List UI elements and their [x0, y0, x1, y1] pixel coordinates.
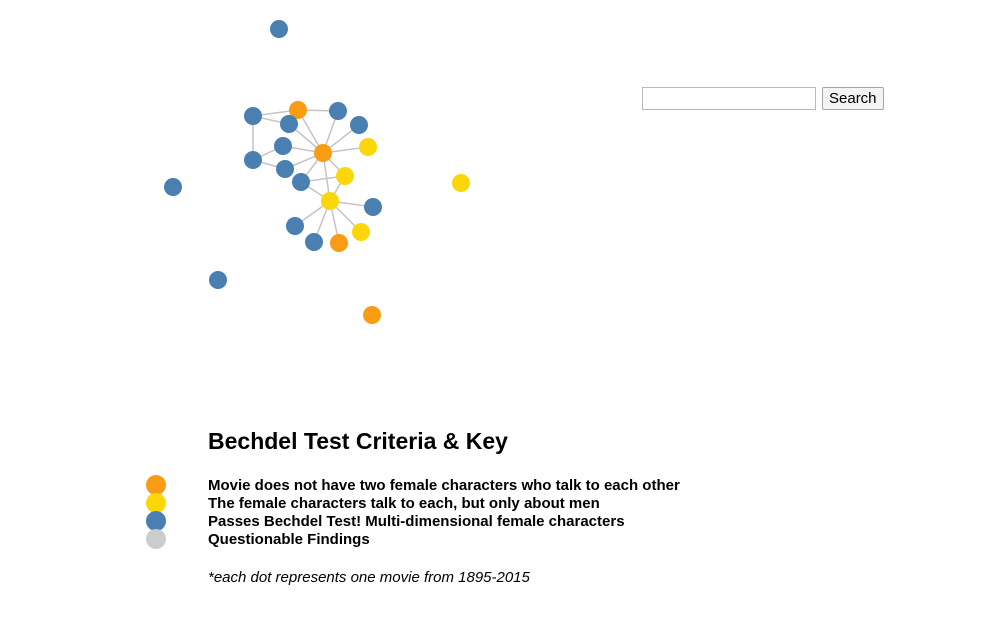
movie-node[interactable] [452, 174, 470, 192]
search-input[interactable] [642, 87, 816, 110]
movie-node[interactable] [364, 198, 382, 216]
movie-node[interactable] [363, 306, 381, 324]
movie-node[interactable] [244, 107, 262, 125]
search-box: Search [642, 87, 884, 110]
movie-node[interactable] [352, 223, 370, 241]
legend-label: Questionable Findings [208, 530, 370, 548]
movie-node[interactable] [292, 173, 310, 191]
legend-item-no-talk: Movie does not have two female character… [146, 475, 680, 495]
movie-node[interactable] [329, 102, 347, 120]
blue-dot-icon [146, 511, 166, 531]
movie-node[interactable] [330, 234, 348, 252]
movie-node[interactable] [314, 144, 332, 162]
movie-node[interactable] [350, 116, 368, 134]
legend-item-talks-about-men: The female characters talk to each, but … [146, 493, 680, 513]
legend-label: The female characters talk to each, but … [208, 494, 600, 512]
movie-node[interactable] [321, 192, 339, 210]
movie-node[interactable] [164, 178, 182, 196]
legend-item-questionable: Questionable Findings [146, 529, 680, 549]
yellow-dot-icon [146, 493, 166, 513]
movie-node[interactable] [286, 217, 304, 235]
search-button[interactable]: Search [822, 87, 884, 110]
footnote: *each dot represents one movie from 1895… [208, 569, 530, 586]
movie-node[interactable] [359, 138, 377, 156]
legend: Movie does not have two female character… [146, 475, 680, 549]
movie-network-graph [164, 20, 470, 324]
legend-label: Movie does not have two female character… [208, 476, 680, 494]
orange-dot-icon [146, 475, 166, 495]
movie-node[interactable] [289, 101, 307, 119]
movie-node[interactable] [336, 167, 354, 185]
movie-node[interactable] [270, 20, 288, 38]
gray-dot-icon [146, 529, 166, 549]
movie-node[interactable] [244, 151, 262, 169]
movie-node[interactable] [209, 271, 227, 289]
network-nodes [164, 20, 470, 324]
legend-label: Passes Bechdel Test! Multi-dimensional f… [208, 512, 625, 530]
movie-node[interactable] [276, 160, 294, 178]
legend-title: Bechdel Test Criteria & Key [208, 428, 508, 454]
movie-node[interactable] [280, 115, 298, 133]
movie-node[interactable] [305, 233, 323, 251]
legend-item-passes: Passes Bechdel Test! Multi-dimensional f… [146, 511, 680, 531]
movie-node[interactable] [274, 137, 292, 155]
